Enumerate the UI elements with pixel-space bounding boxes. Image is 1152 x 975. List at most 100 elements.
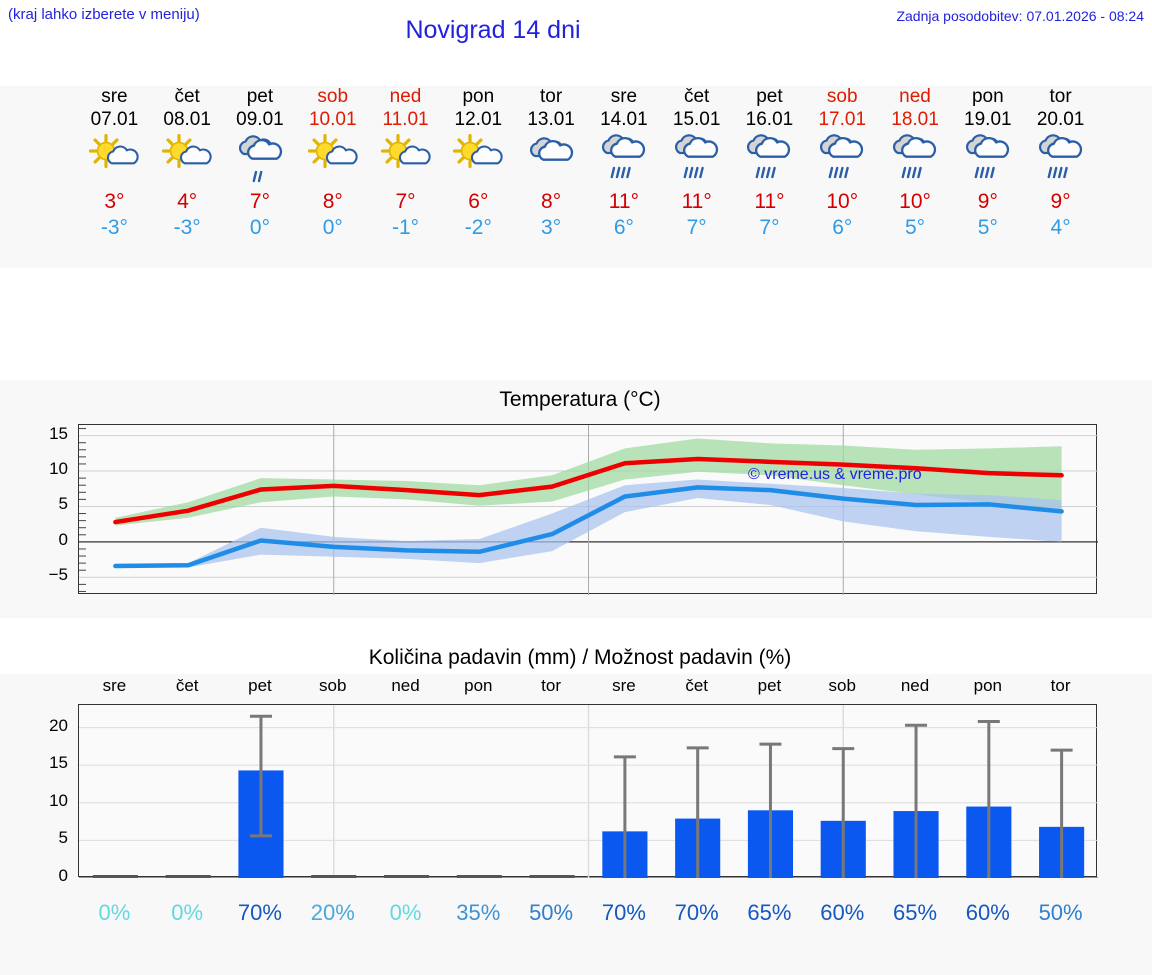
precipitation-probability-label: 60% [820,900,865,925]
forecast-day-column[interactable]: čet 15.01 11° 7° [657,86,736,241]
precipitation-chart-section: Količina padavin (mm) / Možnost padavin … [0,640,1152,975]
precipitation-day-labels: sre čet pet sob ned pon tor sre čet pet sob ned pon t… [0,676,1152,698]
precipitation-probability-label: 0% [171,900,204,925]
temperature-chart-title: Temperatura (°C) [499,388,661,411]
forecast-day-column[interactable]: tor 20.01 9° 4° [1021,86,1100,241]
temperature-y-tick-label: −5 [48,565,68,585]
forecast-day-column[interactable]: sob 17.01 10° 6° [803,86,882,241]
forecast-max-temp: 9° [977,190,998,213]
temperature-y-tick-label: 10 [49,459,68,479]
forecast-day-column[interactable]: ned 11.01 7° -1° [366,86,445,241]
forecast-day-date: 09.01 [236,109,284,130]
forecast-min-temp: 5° [977,216,998,239]
precipitation-day-label: pet [248,676,272,695]
forecast-day-column[interactable]: pet 09.01 7° 0° [220,86,299,241]
forecast-min-temp: -1° [391,216,420,239]
forecast-min-temp: -3° [100,216,128,239]
forecast-day-name: sob [317,86,349,107]
forecast-max-temp: 8° [322,190,343,213]
precipitation-probability-label: 0% [389,900,422,925]
copyright-text: © vreme.us & vreme.pro [748,466,922,483]
cloud-rain-icon [657,133,736,189]
forecast-day-date: 14.01 [600,109,648,130]
forecast-day-date: 17.01 [818,109,867,130]
forecast-day-name: tor [1049,86,1072,107]
forecast-min-temp: 0° [249,216,270,239]
sun-behind-cloud-icon [148,133,227,189]
temperature-y-tick-label: 15 [49,423,68,443]
forecast-max-temp: 9° [1050,190,1071,213]
forecast-min-temp: 4° [1050,216,1071,239]
forecast-day-name: sre [101,86,128,107]
precipitation-day-label: sre [102,676,127,695]
forecast-day-name: pet [246,86,274,107]
forecast-day-name: tor [540,86,563,107]
forecast-min-temp: 7° [759,216,780,239]
precipitation-day-label: ned [391,676,420,695]
precipitation-probability-label: 50% [529,900,574,925]
forecast-day-name: ned [899,86,931,107]
forecast-day-column[interactable]: sob 10.01 8° 0° [293,86,372,241]
precipitation-probability-label: 50% [1038,900,1083,925]
forecast-min-temp: -2° [464,216,492,239]
forecast-max-temp: 7° [249,190,270,213]
forecast-max-temp: 3° [104,190,125,213]
forecast-day-name: čet [683,86,710,107]
forecast-day-column[interactable]: sre 14.01 11° 6° [584,86,663,241]
page-header: (kraj lahko izberete v meniju) Novigrad … [0,0,1152,60]
precipitation-probability-label: 35% [456,900,501,925]
forecast-max-temp: 10° [826,190,859,213]
forecast-max-temp: 4° [177,190,198,213]
precipitation-y-tick-label: 15 [49,753,68,773]
forecast-day-name: ned [389,86,422,107]
cloud-rain-icon [876,133,955,189]
forecast-day-name: pet [756,86,783,107]
forecast-day-date: 12.01 [454,109,503,130]
sun-behind-cloud-icon [75,133,154,189]
forecast-day-name: sob [826,86,858,107]
forecast-day-date: 11.01 [382,109,429,130]
precipitation-day-label: pet [757,676,782,695]
forecast-day-column[interactable]: sre 07.01 3° -3° [75,86,154,241]
cloud-rain-icon [1021,133,1100,189]
forecast-day-name: sre [610,86,638,107]
forecast-min-temp: 6° [613,216,634,239]
sun-behind-cloud-icon [366,133,445,189]
precipitation-y-tick-label: 10 [49,790,68,810]
forecast-min-temp: 7° [686,216,707,239]
cloud-light-rain-icon [220,133,299,189]
sun-behind-cloud-icon [439,133,518,189]
forecast-day-column[interactable]: pon 19.01 9° 5° [948,86,1027,241]
precipitation-day-label: tor [1050,676,1071,695]
daily-forecast-strip: sre 07.01 3° -3° čet 08.01 4° -3° pet 09.01 7° 0° so… [0,86,1152,268]
precipitation-plot-area [78,704,1098,878]
forecast-day-date: 08.01 [163,109,211,130]
forecast-day-column[interactable]: ned 18.01 10° 5° [876,86,955,241]
cloud-rain-icon [803,133,882,189]
forecast-day-column[interactable]: pet 16.01 11° 7° [730,86,809,241]
forecast-max-temp: 11° [754,190,785,213]
last-updated-text: Zadnja posodobitev: 07.01.2026 - 08:24 [896,8,1144,24]
cloudy-icon [512,133,591,189]
precipitation-probability-label: 0% [98,900,131,925]
forecast-day-date: 07.01 [90,109,139,130]
precipitation-day-label: pon [973,676,1002,695]
forecast-day-date: 13.01 [527,109,575,130]
precipitation-day-label: tor [541,676,562,695]
temperature-chart-section: Temperatura (°C) 15 10 5 0 −5 [0,380,1152,618]
forecast-day-column[interactable]: tor 13.01 8° 3° [512,86,591,241]
precipitation-day-label: čet [175,676,199,695]
forecast-day-name: pon [462,86,495,107]
forecast-day-column[interactable]: pon 12.01 6° -2° [439,86,518,241]
forecast-max-temp: 7° [395,190,416,213]
precipitation-probability-label: 70% [601,900,646,925]
forecast-min-temp: 3° [541,216,562,239]
forecast-day-column[interactable]: čet 08.01 4° -3° [148,86,227,241]
forecast-min-temp: 6° [832,216,853,239]
forecast-day-name: pon [971,86,1004,107]
forecast-day-date: 20.01 [1036,109,1085,130]
forecast-min-temp: 5° [904,216,926,239]
cloud-rain-icon [730,133,809,189]
precipitation-chart-title: Količina padavin (mm) / Možnost padavin … [368,646,792,669]
precipitation-day-label: sre [612,676,636,695]
